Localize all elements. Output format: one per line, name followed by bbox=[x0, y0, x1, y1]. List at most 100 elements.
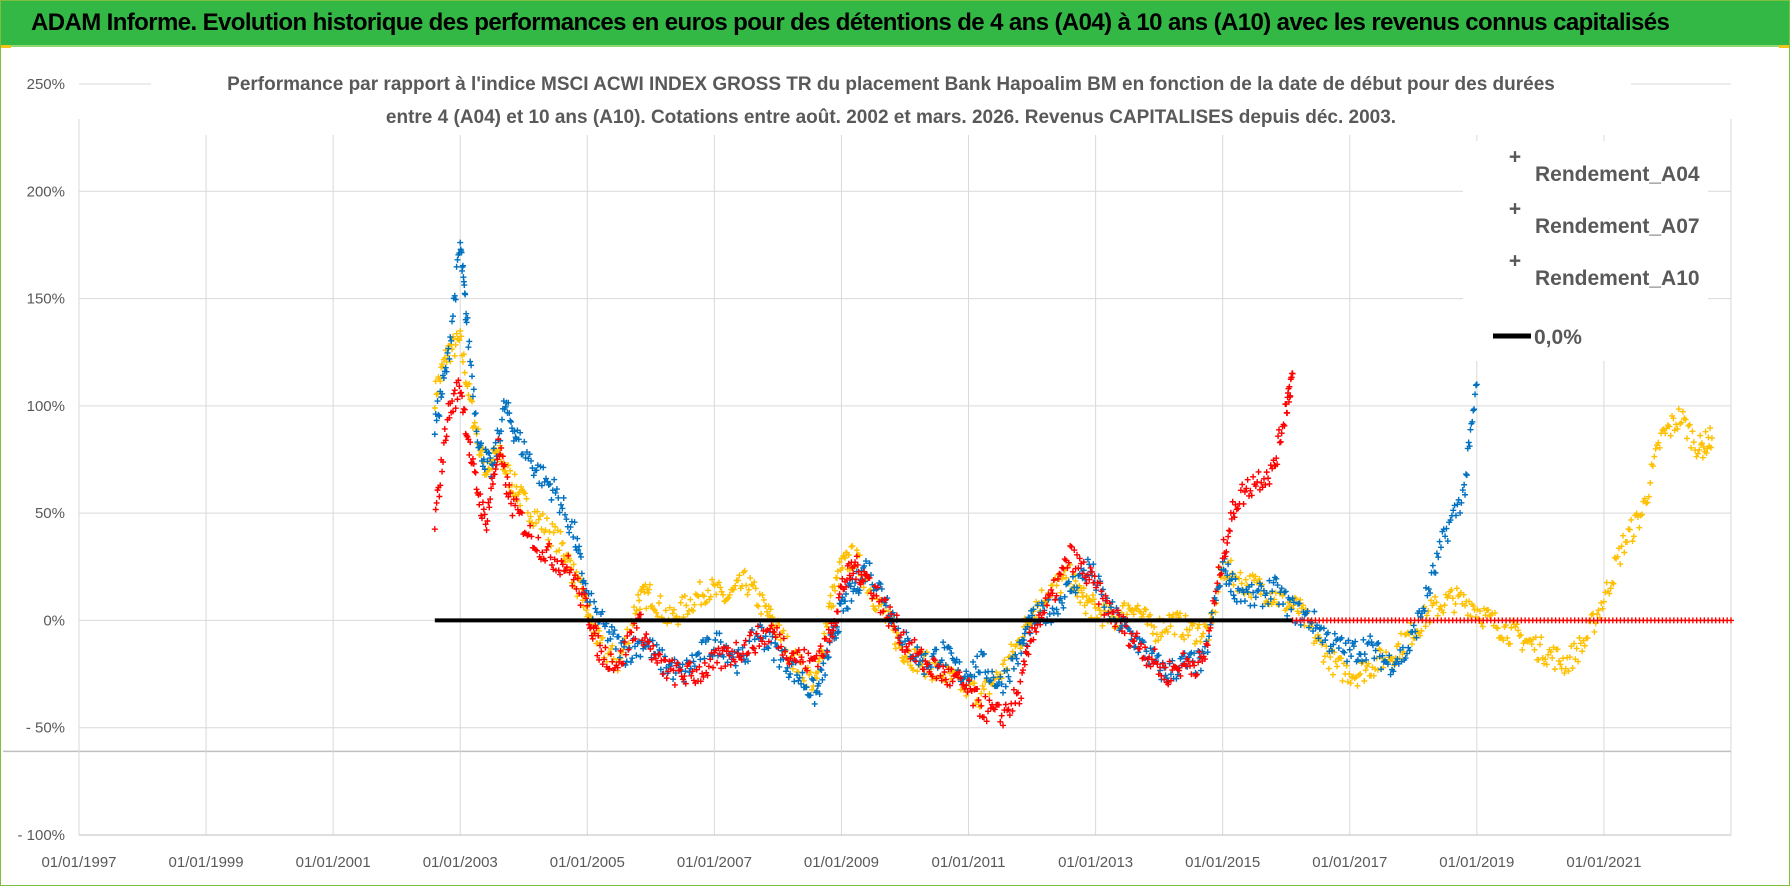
a10-point bbox=[469, 455, 476, 462]
a04-point bbox=[1389, 658, 1396, 665]
a10-point bbox=[567, 566, 574, 573]
a07-point bbox=[933, 646, 940, 653]
a04-point bbox=[1508, 624, 1515, 631]
a07-point bbox=[1034, 602, 1041, 609]
a04-point bbox=[539, 511, 546, 518]
a10-point bbox=[646, 638, 653, 645]
a07-point bbox=[835, 628, 842, 635]
a07-point bbox=[577, 550, 584, 557]
x-tick-label: 01/01/2019 bbox=[1439, 854, 1514, 871]
a04-point bbox=[1159, 629, 1166, 636]
a07-point bbox=[772, 640, 779, 647]
a04-point bbox=[1535, 656, 1542, 663]
a07-point bbox=[563, 516, 570, 523]
a04-point bbox=[1329, 671, 1336, 678]
a10-point bbox=[949, 678, 956, 685]
a10-point bbox=[722, 663, 729, 670]
a04-point bbox=[1576, 634, 1583, 641]
a10-point bbox=[896, 639, 903, 646]
series-a07 bbox=[431, 239, 1480, 707]
a10-point bbox=[591, 630, 598, 637]
a10-point bbox=[533, 547, 540, 554]
a04-point bbox=[452, 341, 459, 348]
a10-point bbox=[1212, 588, 1219, 595]
a04-point bbox=[1440, 609, 1447, 616]
a07-point bbox=[697, 656, 704, 663]
a04-point bbox=[1656, 444, 1663, 451]
a10-point bbox=[562, 567, 569, 574]
a10-point bbox=[1176, 667, 1183, 674]
a07-point bbox=[570, 534, 577, 541]
a07-point bbox=[735, 646, 742, 653]
a07-point bbox=[657, 666, 664, 673]
a07-point bbox=[610, 631, 617, 638]
a10-point bbox=[860, 578, 867, 585]
a04-point bbox=[1325, 665, 1332, 672]
a10-point bbox=[1050, 577, 1057, 584]
a04-point bbox=[853, 547, 860, 554]
a04-point bbox=[466, 380, 473, 387]
a10-point bbox=[895, 635, 902, 642]
a04-point bbox=[1197, 638, 1204, 645]
a07-point bbox=[627, 659, 634, 666]
a10-point bbox=[1258, 479, 1265, 486]
a07-point bbox=[1065, 578, 1072, 585]
a10-point bbox=[1020, 658, 1027, 665]
a10-point bbox=[439, 459, 446, 466]
a04-point bbox=[1628, 516, 1635, 523]
a10-point bbox=[793, 658, 800, 665]
a04-point bbox=[1696, 446, 1703, 453]
a10-point bbox=[1147, 663, 1154, 670]
a07-point bbox=[1432, 569, 1439, 576]
a07-point bbox=[1013, 655, 1020, 662]
legend-a04-label: Rendement_A04 bbox=[1535, 163, 1700, 186]
a04-point bbox=[523, 495, 530, 502]
a10-point bbox=[957, 675, 964, 682]
a04-point bbox=[646, 581, 653, 588]
a04-point bbox=[1541, 660, 1548, 667]
a04-point bbox=[1494, 625, 1501, 632]
a10-point bbox=[820, 653, 827, 660]
a04-point bbox=[469, 398, 476, 405]
a04-point bbox=[453, 330, 460, 337]
a07-point bbox=[1367, 633, 1374, 640]
a10-point bbox=[882, 596, 889, 603]
a10-point bbox=[1274, 461, 1281, 468]
a10-point bbox=[1065, 559, 1072, 566]
a04-point bbox=[579, 597, 586, 604]
a07-point bbox=[478, 440, 485, 447]
a07-point bbox=[1387, 671, 1394, 678]
a04-point bbox=[1697, 432, 1704, 439]
a07-point bbox=[1053, 606, 1060, 613]
a10-point bbox=[1002, 701, 1009, 708]
y-tick-label: 0% bbox=[43, 612, 65, 629]
a04-point bbox=[1545, 651, 1552, 658]
a07-point bbox=[1437, 544, 1444, 551]
a04-point bbox=[702, 600, 709, 607]
a04-point bbox=[1547, 648, 1554, 655]
y-tick-label: - 100% bbox=[17, 827, 65, 844]
a10-point bbox=[557, 571, 564, 578]
a04-point bbox=[1557, 661, 1564, 668]
a10-point bbox=[707, 656, 714, 663]
a10-point bbox=[480, 506, 487, 513]
a07-point bbox=[607, 635, 614, 642]
a07-point bbox=[842, 598, 849, 605]
a10-point bbox=[1009, 707, 1016, 714]
a10-point bbox=[1207, 624, 1214, 631]
a07-point bbox=[1369, 642, 1376, 649]
a10-point bbox=[1162, 664, 1169, 671]
a07-point bbox=[1458, 499, 1465, 506]
a07-point bbox=[734, 670, 741, 677]
a10-point bbox=[1154, 661, 1161, 668]
a04-point bbox=[1257, 591, 1264, 598]
a04-point bbox=[1357, 670, 1364, 677]
a07-point bbox=[930, 650, 937, 657]
a04-point bbox=[546, 528, 553, 535]
a04-point bbox=[1647, 479, 1654, 486]
a04-point bbox=[533, 520, 540, 527]
y-tick-label: 50% bbox=[35, 505, 65, 522]
a07-point bbox=[882, 602, 889, 609]
a07-point bbox=[633, 652, 640, 659]
a04-point bbox=[431, 405, 438, 412]
